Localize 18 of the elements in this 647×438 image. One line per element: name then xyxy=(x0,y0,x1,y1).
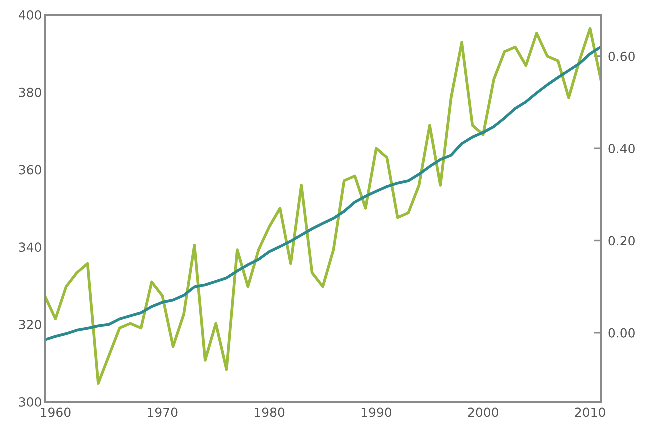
x-tick-label: 2000 xyxy=(468,408,498,418)
x-tick-label: 1990 xyxy=(362,408,392,418)
y-tick-label: 320 xyxy=(19,320,42,330)
y-tick-label: 400 xyxy=(18,10,42,20)
x-tick-label: 1980 xyxy=(255,408,285,418)
line-series xyxy=(45,46,601,342)
y-tick-label: 380 xyxy=(19,88,42,98)
y-tick-label: 300 xyxy=(19,397,42,407)
x-tick-label: 1960 xyxy=(41,408,71,418)
y2-tick-label: 0.20 xyxy=(608,236,635,246)
y2-tick-label: 0.40 xyxy=(608,144,635,154)
y-tick-label: 360 xyxy=(19,165,42,175)
y-tick-label: 340 xyxy=(19,242,42,252)
line-series xyxy=(45,27,601,385)
y2-tick-label: 0.00 xyxy=(608,328,635,338)
y2-tick-label: 0.60 xyxy=(608,52,635,62)
x-tick-label: 1970 xyxy=(148,408,178,418)
x-tick-label: 2010 xyxy=(575,408,606,418)
